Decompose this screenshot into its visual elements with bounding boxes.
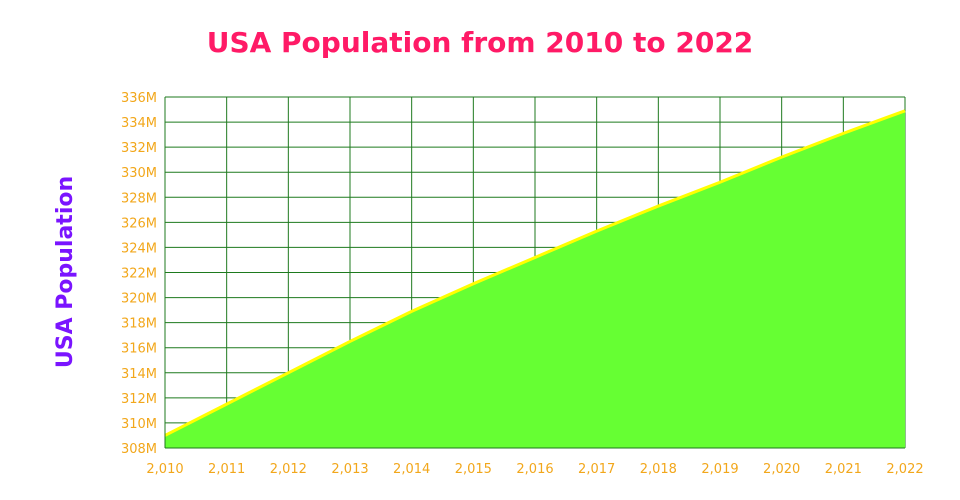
x-tick-label: 2,018	[640, 462, 677, 477]
x-tick-label: 2,022	[886, 462, 923, 477]
x-tick-label: 2,019	[701, 462, 738, 477]
y-tick-label: 320M	[121, 292, 157, 307]
x-tick-label: 2,020	[763, 462, 800, 477]
x-tick-label: 2,012	[270, 462, 307, 477]
x-tick-label: 2,015	[455, 462, 492, 477]
y-tick-label: 314M	[121, 367, 157, 382]
x-axis-ticks: 2,010 2,011 2,012 2,013 2,014 2,015 2,016 2,017…	[146, 462, 923, 477]
y-tick-label: 316M	[121, 342, 157, 357]
x-tick-label: 2,016	[516, 462, 553, 477]
x-tick-label: 2,010	[146, 462, 183, 477]
y-tick-label: 322M	[121, 267, 157, 282]
x-tick-label: 2,017	[578, 462, 615, 477]
y-tick-label: 328M	[121, 191, 157, 206]
y-tick-label: 330M	[121, 166, 157, 181]
plot-area	[164, 97, 906, 449]
chart-title: USA Population from 2010 to 2022	[207, 26, 754, 59]
y-tick-label: 336M	[121, 91, 157, 106]
area-fill	[165, 110, 905, 449]
y-tick-label: 326M	[121, 216, 157, 231]
x-tick-label: 2,013	[331, 462, 368, 477]
y-tick-label: 334M	[121, 116, 157, 131]
area-line	[164, 109, 906, 437]
y-tick-label: 318M	[121, 317, 157, 332]
x-tick-label: 2,014	[393, 462, 430, 477]
y-tick-label: 308M	[121, 442, 157, 457]
x-tick-label: 2,011	[208, 462, 245, 477]
y-tick-label: 312M	[121, 392, 157, 407]
y-axis-label: USA Population	[53, 176, 78, 368]
y-tick-label: 310M	[121, 417, 157, 432]
y-axis-ticks: 308M 310M 312M 314M 316M 318M 320M 322M 324M 326M…	[121, 91, 157, 457]
y-tick-label: 324M	[121, 241, 157, 256]
y-tick-label: 332M	[121, 141, 157, 156]
x-tick-label: 2,021	[825, 462, 862, 477]
